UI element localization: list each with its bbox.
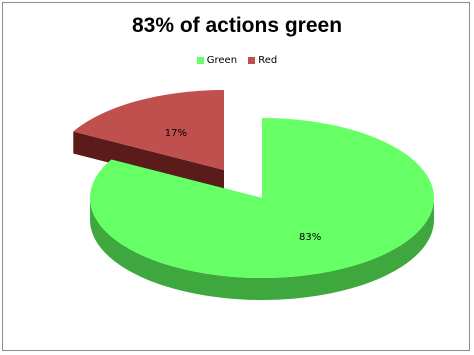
chart-title: 83% of actions green [131,14,343,37]
legend-swatch-red [248,57,256,64]
data-label-green: 83% [299,232,321,243]
pie-side-red-0 [73,131,224,192]
pie-top-green [89,118,434,278]
pie-wall-green-0 [90,198,434,300]
data-label-red: 17% [165,128,187,139]
pie-top-red [73,90,224,170]
legend-item-red: Red [248,55,277,66]
pie-slice-green: 83% [89,118,434,300]
legend-item-green: Green [196,55,238,66]
legend-label-green: Green [206,55,238,66]
legend-label-red: Red [258,55,278,66]
legend-swatch-green [196,57,204,64]
pie-slice-red: 17% [73,90,224,192]
legend: Green Red [0,55,474,67]
